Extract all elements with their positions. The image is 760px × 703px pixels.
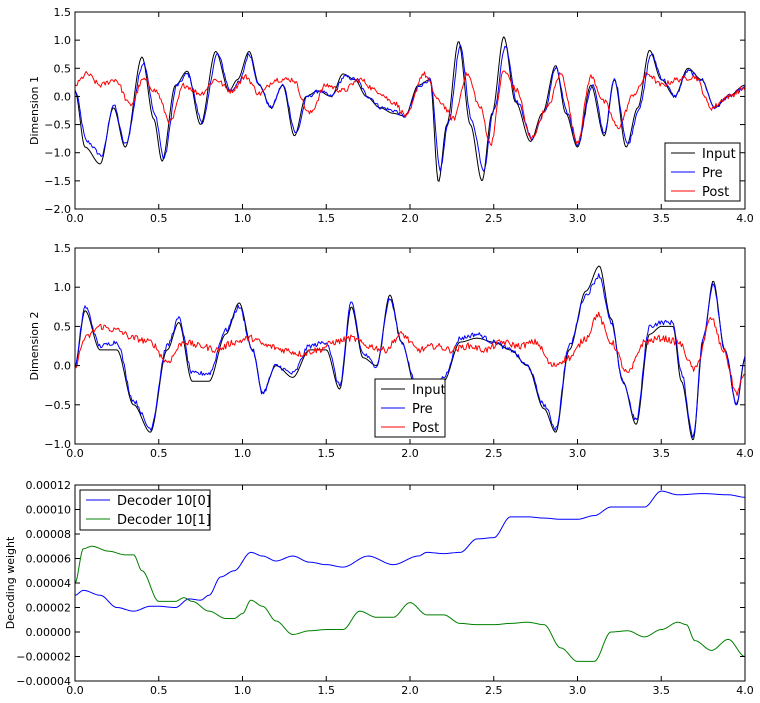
legend-label: Decoder 10[1] [117,513,211,528]
y-tick-label: 0.00002 [26,602,72,615]
x-tick-label: 1.0 [234,684,252,697]
y-tick-label: 0.00010 [26,504,72,517]
y-tick-label: −0.5 [44,119,71,132]
y-tick-label: 0.00008 [26,528,72,541]
series-line-post [75,70,745,146]
legend: Decoder 10[0] Decoder 10[1] [79,489,211,531]
legend-label: Input [702,147,736,162]
legend-label: Input [412,383,446,398]
series-line-decoder-10-1- [75,545,745,662]
y-tick-label: 1.5 [54,242,72,255]
legend-label: Post [702,185,729,200]
y-tick-label: 1.0 [54,34,72,47]
y-tick-label: 0.00012 [26,479,72,492]
x-tick-label: 3.5 [653,684,671,697]
series-group [75,490,745,662]
series-line-pre [75,44,745,172]
panel-dimension-1: 0.0 0.5 1.0 1.5 2.0 2.5 3.0 3.5 4.0 −2.0 −1.5 −1.0 −… [28,6,754,225]
y-tick-label: 1.0 [54,281,72,294]
x-tick-label: 4.0 [736,212,754,225]
y-tick-label: 0.5 [54,62,72,75]
x-tick-label: 1.5 [318,684,336,697]
x-tick-label: 3.0 [569,447,587,460]
x-tick-label: 1.5 [318,212,336,225]
legend: Input Pre Post [664,142,741,202]
y-tick-label: −0.00002 [16,651,71,664]
x-tick-label: 2.5 [485,447,503,460]
x-tick-label: 1.0 [234,447,252,460]
x-tick-label: 4.0 [736,447,754,460]
legend-label: Post [412,421,439,436]
x-tick-label: 2.5 [485,212,503,225]
series-line-pre [75,273,745,438]
x-tick-label: 3.5 [653,212,671,225]
x-tick-label: 2.5 [485,684,503,697]
legend-label: Decoder 10[0] [117,494,211,509]
series-line-decoder-10-0- [75,490,745,612]
legend-box [79,489,211,531]
x-tick-label: 1.5 [318,447,336,460]
y-tick-label: 0.00004 [26,577,72,590]
x-tick-label: 2.0 [401,447,419,460]
legend-label: Pre [702,166,723,181]
legend: Input Pre Post [374,378,446,438]
series-line-input [75,265,745,441]
x-tick-label: 0.5 [150,212,168,225]
y-tick-label: −1.0 [44,147,71,160]
y-tick-label: −1.0 [44,438,71,451]
y-tick-label: −2.0 [44,203,71,216]
x-tick-label: 0.5 [150,684,168,697]
x-tick-label: 2.0 [401,212,419,225]
y-axis-label: Decoding weight [4,536,17,629]
x-tick-label: 0.0 [66,447,84,460]
y-tick-label: −0.5 [44,399,71,412]
x-tick-label: 4.0 [736,684,754,697]
x-tick-label: 3.0 [569,212,587,225]
x-tick-label: 0.0 [66,212,84,225]
x-tick-label: 2.0 [401,684,419,697]
y-tick-label: 0.0 [54,90,72,103]
legend-label: Pre [412,402,433,417]
series-group [75,36,745,182]
y-tick-label: −1.5 [44,175,71,188]
panel-decoding-weight: 0.0 0.5 1.0 1.5 2.0 2.5 3.0 3.5 4.0 −0.00004 −0.00… [4,479,754,697]
y-tick-label: 0.00006 [26,553,72,566]
y-tick-label: −0.00004 [16,675,71,688]
x-tick-label: 0.5 [150,447,168,460]
y-tick-label: 0.0 [54,360,72,373]
series-group [75,265,745,441]
series-line-post [75,311,745,397]
x-tick-label: 3.5 [653,447,671,460]
y-tick-label: 0.5 [54,320,72,333]
panel-dimension-2: 0.0 0.5 1.0 1.5 2.0 2.5 3.0 3.5 4.0 −1.0 −0.5 0.0 0.… [28,242,754,460]
y-axis-label: Dimension 1 [28,76,41,145]
y-axis-label: Dimension 2 [28,312,41,381]
x-tick-label: 0.0 [66,684,84,697]
x-tick-label: 1.0 [234,212,252,225]
y-tick-label: 0.00000 [26,626,72,639]
x-tick-label: 3.0 [569,684,587,697]
y-tick-label: 1.5 [54,6,72,19]
